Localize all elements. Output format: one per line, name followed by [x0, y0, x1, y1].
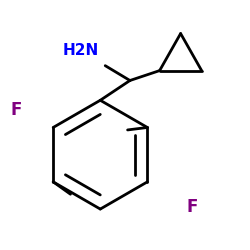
Text: H2N: H2N: [62, 43, 98, 58]
Text: F: F: [10, 101, 22, 119]
Text: F: F: [186, 198, 198, 216]
